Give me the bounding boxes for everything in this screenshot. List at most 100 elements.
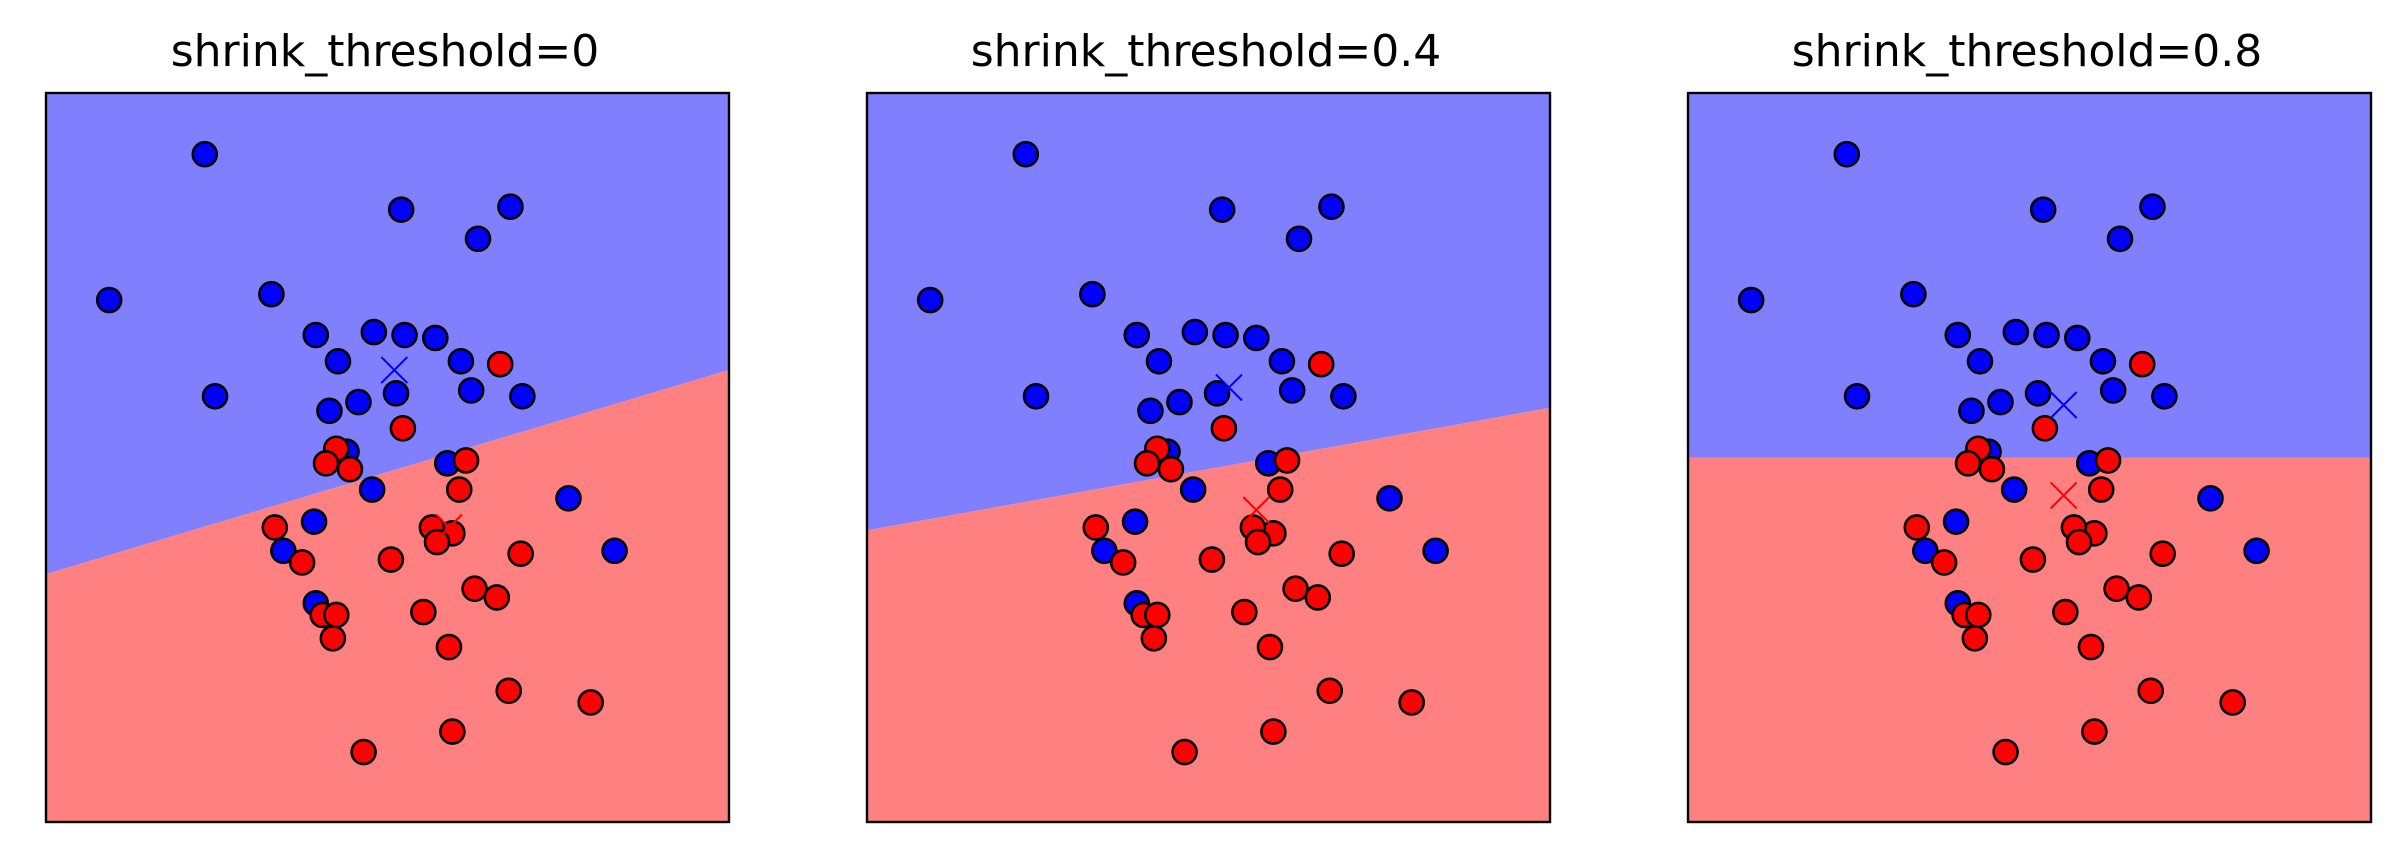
data-point-class-1 — [2052, 598, 2079, 626]
data-point-class-1 — [377, 546, 405, 573]
data-point-class-0 — [447, 347, 475, 375]
data-point-class-0 — [2064, 324, 2091, 352]
data-point-class-1 — [1992, 738, 2019, 766]
data-point-class-0 — [1737, 286, 1765, 314]
data-point-class-1 — [1210, 415, 1238, 442]
data-point-class-0 — [1330, 382, 1357, 410]
decision-region-class-1 — [867, 407, 1550, 822]
centroid-marker-class-0 — [2049, 391, 2078, 419]
data-point-class-1 — [2019, 546, 2047, 573]
data-point-class-0 — [2029, 196, 2057, 223]
centroid-marker-class-1 — [435, 513, 463, 542]
data-point-class-0 — [1212, 321, 1239, 349]
data-point-class-0 — [1079, 280, 1106, 308]
data-point-class-1 — [1143, 601, 1171, 629]
data-point-class-1 — [1256, 633, 1284, 661]
data-point-class-1 — [1903, 514, 1931, 541]
data-point-class-1 — [1273, 447, 1301, 474]
data-point-class-1 — [319, 624, 347, 652]
data-point-class-0 — [2197, 485, 2224, 512]
data-point-class-0 — [464, 225, 492, 253]
data-point-class-0 — [1942, 508, 1970, 535]
data-point-class-0 — [509, 382, 536, 410]
data-point-class-1 — [261, 514, 289, 541]
data-point-class-0 — [191, 140, 219, 168]
data-point-class-1 — [2103, 575, 2130, 603]
centroid-marker-class-1 — [2049, 481, 2078, 510]
data-point-class-0 — [1137, 397, 1164, 425]
data-point-class-0 — [1987, 388, 2014, 416]
data-point-class-1 — [1954, 450, 1982, 477]
data-point-class-1 — [2077, 633, 2105, 661]
data-point-class-1 — [312, 450, 340, 477]
data-point-class-1 — [2081, 718, 2108, 745]
data-point-class-0 — [1958, 397, 1985, 425]
data-point-class-1 — [2065, 528, 2093, 556]
axes-frame — [44, 91, 731, 824]
data-point-class-0 — [1166, 388, 1193, 416]
data-point-class-0 — [2002, 318, 2030, 346]
subplot-1-plot-area — [44, 91, 731, 824]
data-point-class-0 — [1145, 347, 1173, 375]
data-point-class-1 — [1282, 575, 1309, 603]
data-point-class-0 — [1422, 537, 1449, 565]
data-point-class-0 — [2099, 377, 2127, 404]
subplot-1: shrink_threshold=0 — [44, 26, 731, 824]
centroid-marker-class-0 — [380, 356, 409, 384]
data-point-class-0 — [1268, 347, 1296, 375]
data-point-class-0 — [1318, 193, 1345, 221]
data-point-class-0 — [1203, 380, 1231, 407]
data-point-class-0 — [360, 318, 388, 346]
subplot-2-title: shrink_threshold=0.4 — [971, 26, 1442, 77]
data-point-class-1 — [577, 689, 604, 716]
data-point-class-1 — [389, 415, 417, 442]
data-point-class-0 — [391, 321, 418, 349]
data-point-class-0 — [1900, 280, 1927, 308]
subplot-2: shrink_threshold=0.4 — [865, 26, 1552, 824]
data-point-class-1 — [1307, 350, 1335, 378]
data-point-class-0 — [1179, 476, 1207, 503]
data-point-class-1 — [445, 476, 473, 503]
data-point-class-0 — [1376, 485, 1403, 512]
data-point-class-1 — [435, 633, 463, 661]
data-point-class-0 — [2024, 380, 2052, 407]
data-point-class-1 — [2094, 447, 2122, 474]
data-point-class-1 — [1109, 549, 1137, 576]
centroid-marker-class-1 — [1242, 496, 1271, 524]
subplot-1-title: shrink_threshold=0 — [171, 26, 600, 77]
data-point-class-0 — [324, 347, 352, 375]
data-point-class-0 — [2033, 321, 2060, 349]
data-point-class-0 — [382, 380, 410, 407]
data-point-class-0 — [302, 321, 330, 349]
data-point-class-0 — [95, 286, 123, 314]
data-point-class-0 — [1912, 537, 1939, 565]
subplot-3-plot-area — [1686, 91, 2373, 824]
data-point-class-0 — [1843, 382, 1871, 410]
data-point-class-1 — [486, 350, 514, 378]
data-point-class-0 — [345, 388, 372, 416]
data-point-class-0 — [1966, 347, 1994, 375]
data-point-class-1 — [350, 738, 377, 766]
data-point-class-1 — [1964, 601, 1992, 629]
data-point-class-0 — [2139, 193, 2166, 221]
data-point-class-0 — [1181, 318, 1209, 346]
centroid-marker-class-0 — [1215, 373, 1243, 402]
data-point-class-0 — [2000, 476, 2028, 503]
data-point-class-0 — [916, 286, 944, 314]
data-point-class-0 — [1121, 508, 1149, 535]
data-point-class-1 — [1082, 514, 1110, 541]
data-point-class-1 — [1260, 718, 1287, 745]
data-point-class-0 — [258, 280, 285, 308]
data-point-class-1 — [439, 718, 466, 745]
data-point-class-0 — [270, 537, 297, 565]
data-point-class-0 — [555, 485, 582, 512]
data-point-class-1 — [1140, 624, 1168, 652]
data-point-class-0 — [1091, 537, 1118, 565]
axes-frame — [1686, 91, 2373, 824]
data-point-class-1 — [461, 575, 488, 603]
data-point-class-1 — [410, 598, 437, 626]
data-point-class-1 — [1133, 450, 1161, 477]
data-point-class-1 — [2219, 689, 2246, 716]
data-point-class-0 — [1123, 321, 1151, 349]
